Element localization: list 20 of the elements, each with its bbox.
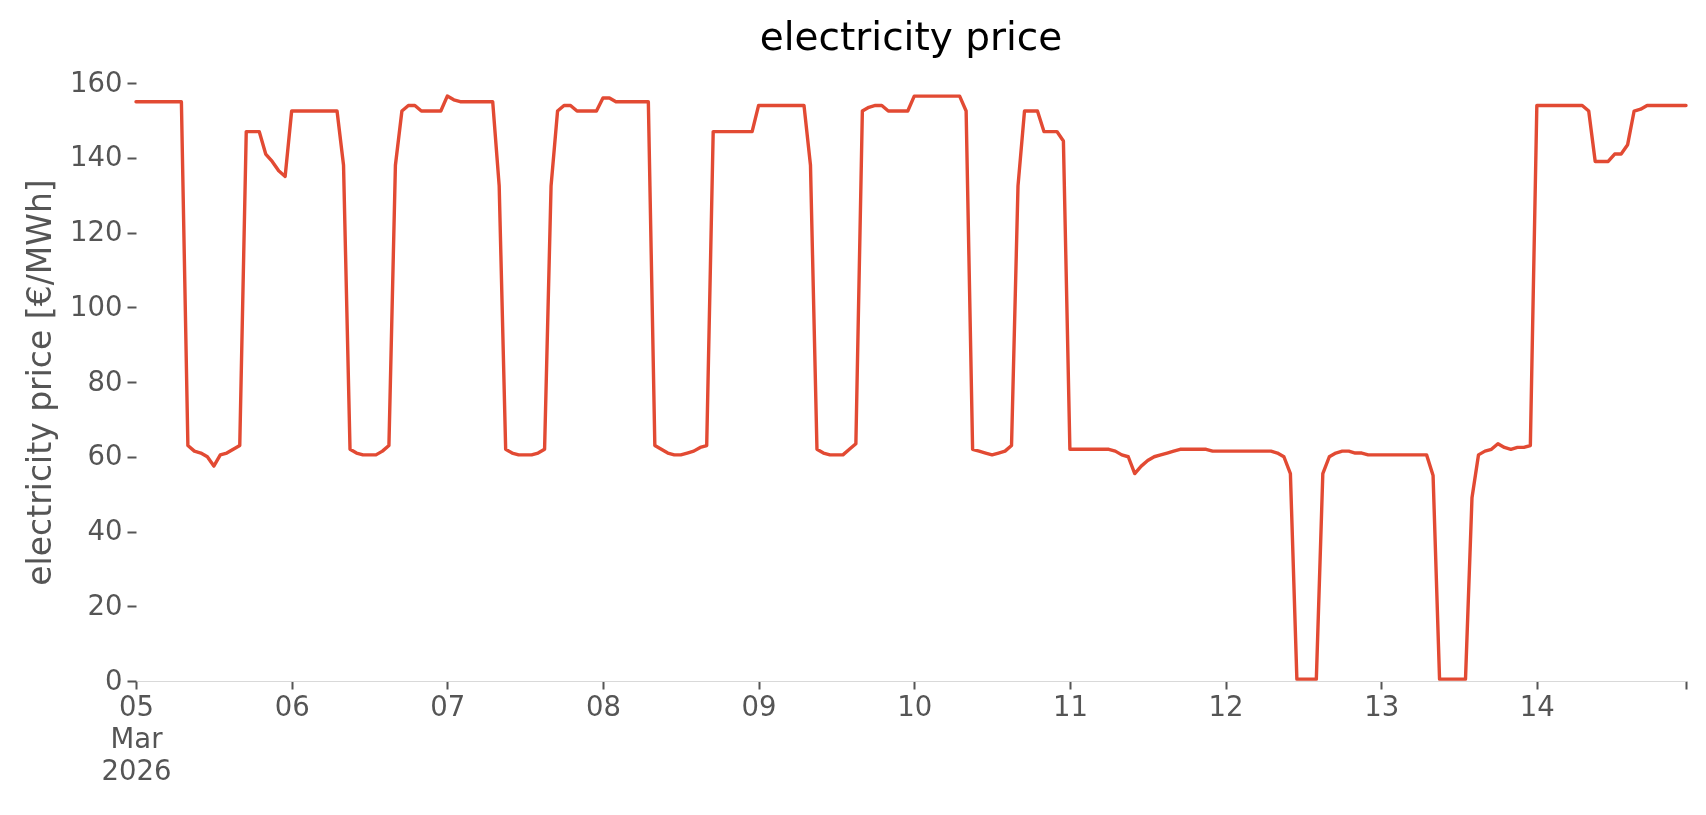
y-tick-label: 140	[70, 140, 123, 173]
x-tick-label: 06	[274, 689, 310, 722]
chart-title: electricity price	[759, 14, 1063, 59]
y-tick-label: 20	[87, 588, 123, 621]
x-tick-label: 14	[1519, 689, 1555, 722]
y-tick-label: 100	[70, 289, 123, 322]
x-tick-label: 10	[897, 689, 933, 722]
y-axis-title: electricity price [€/MWh]	[20, 179, 60, 586]
y-tick-label: 120	[70, 215, 123, 247]
y-tick-label: 60	[87, 439, 123, 472]
x-tick-label: 07	[430, 689, 466, 722]
x-tick-label: 09	[741, 689, 777, 722]
x-tick-label: 08	[585, 689, 621, 722]
y-tick-label: 160	[70, 65, 123, 98]
y-tick-label: 80	[87, 364, 123, 397]
line-series	[134, 94, 1688, 681]
x-tick-label: 11	[1052, 689, 1088, 722]
x-tick-label: 13	[1364, 689, 1400, 722]
y-tick-label: 40	[87, 514, 123, 546]
x-tick-label: 12	[1208, 689, 1244, 722]
